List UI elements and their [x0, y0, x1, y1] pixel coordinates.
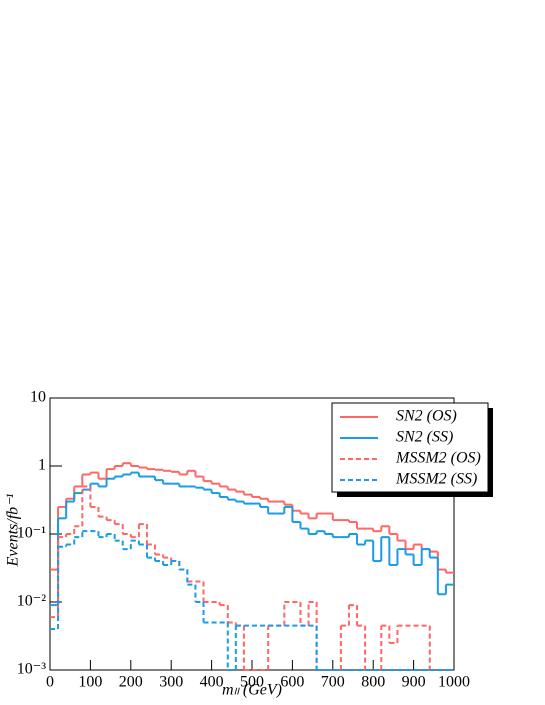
x-tick-label: 1000 [438, 674, 470, 691]
y-tick-label: 1 [38, 457, 46, 474]
x-tick-label: 500 [240, 674, 264, 691]
x-tick-label: 800 [361, 674, 385, 691]
x-tick-label: 900 [402, 674, 426, 691]
y-axis-label: Events/fb⁻¹ [5, 493, 22, 567]
y-tick-label: 10⁻³ [17, 661, 46, 678]
legend-label: SN2 (SS) [396, 429, 453, 446]
x-tick-label: 700 [321, 674, 345, 691]
y-tick-label: 10⁻² [17, 593, 46, 610]
x-tick-label: 0 [46, 674, 54, 691]
x-tick-label: 400 [200, 674, 224, 691]
legend-label: SN2 (OS) [396, 408, 457, 425]
y-tick-label: 10 [30, 389, 46, 406]
legend-label: MSSM2 (SS) [395, 471, 477, 488]
x-tick-label: 200 [119, 674, 143, 691]
legend-label: MSSM2 (OS) [395, 450, 481, 467]
y-tick-label: 10⁻¹ [17, 525, 46, 542]
x-tick-label: 300 [159, 674, 183, 691]
x-tick-label: 600 [280, 674, 304, 691]
x-axis-label: mₗₗ (GeV) [222, 682, 282, 699]
x-tick-label: 100 [78, 674, 102, 691]
